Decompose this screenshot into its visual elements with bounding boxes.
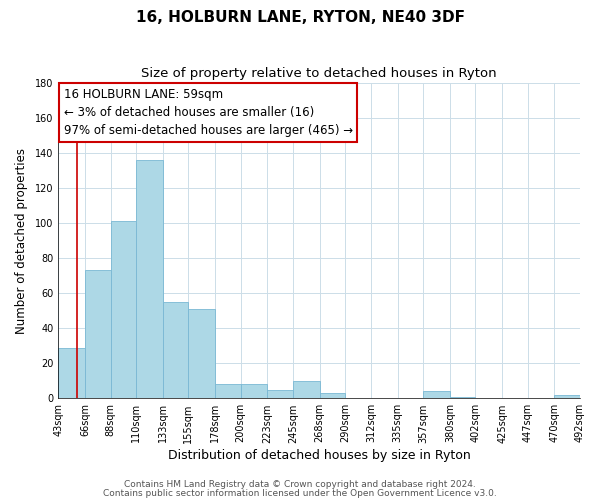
Bar bbox=[554, 395, 580, 398]
Text: 16 HOLBURN LANE: 59sqm
← 3% of detached houses are smaller (16)
97% of semi-deta: 16 HOLBURN LANE: 59sqm ← 3% of detached … bbox=[64, 88, 353, 137]
Bar bbox=[450, 396, 475, 398]
Title: Size of property relative to detached houses in Ryton: Size of property relative to detached ho… bbox=[142, 68, 497, 80]
Bar bbox=[293, 381, 320, 398]
Bar bbox=[320, 393, 345, 398]
Bar bbox=[85, 270, 110, 398]
Text: 16, HOLBURN LANE, RYTON, NE40 3DF: 16, HOLBURN LANE, RYTON, NE40 3DF bbox=[136, 10, 464, 25]
Y-axis label: Number of detached properties: Number of detached properties bbox=[15, 148, 28, 334]
X-axis label: Distribution of detached houses by size in Ryton: Distribution of detached houses by size … bbox=[168, 450, 470, 462]
Bar bbox=[241, 384, 268, 398]
Text: Contains HM Land Registry data © Crown copyright and database right 2024.: Contains HM Land Registry data © Crown c… bbox=[124, 480, 476, 489]
Bar bbox=[423, 392, 450, 398]
Bar bbox=[110, 222, 136, 398]
Bar bbox=[188, 309, 215, 398]
Text: Contains public sector information licensed under the Open Government Licence v3: Contains public sector information licen… bbox=[103, 488, 497, 498]
Bar bbox=[268, 390, 293, 398]
Bar bbox=[215, 384, 241, 398]
Bar bbox=[58, 348, 85, 399]
Bar bbox=[163, 302, 188, 398]
Bar bbox=[136, 160, 163, 398]
